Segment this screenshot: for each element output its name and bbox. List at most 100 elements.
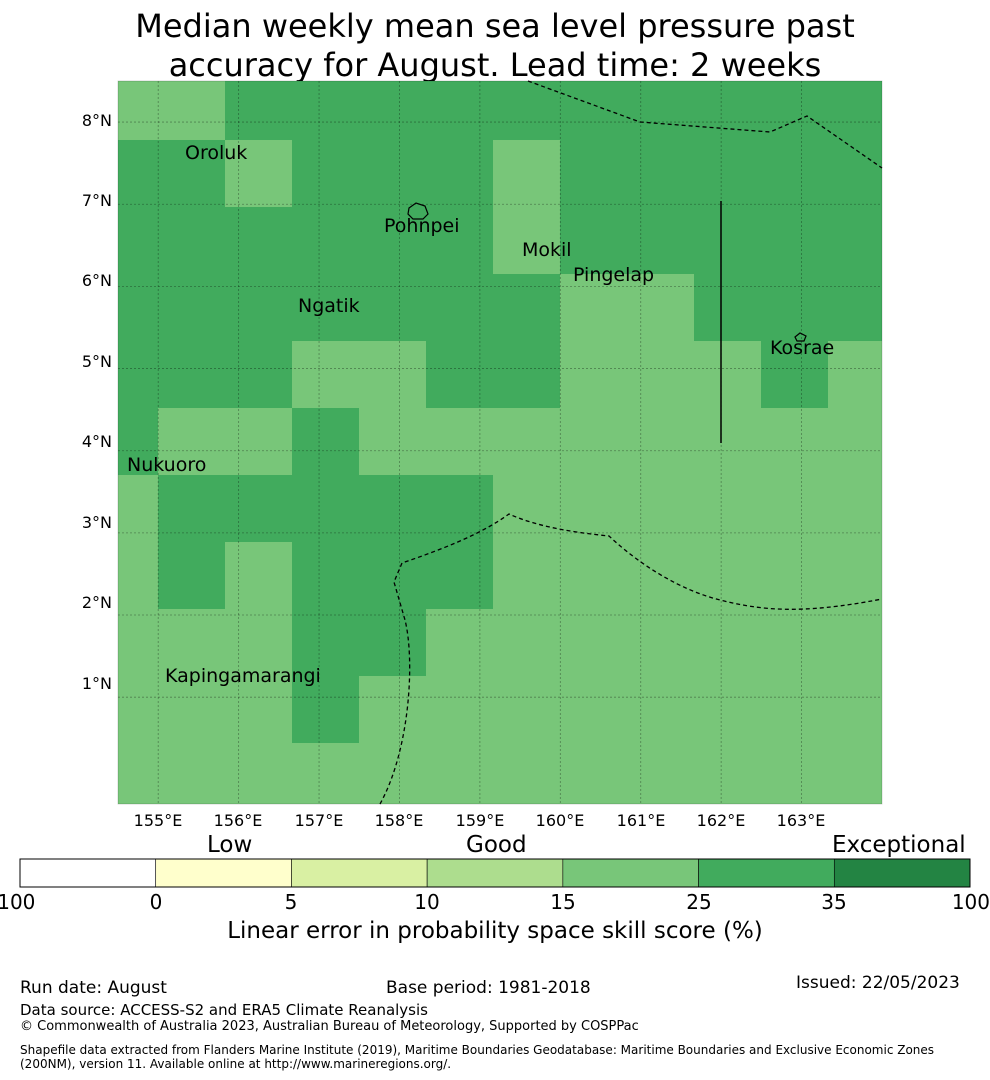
colorbar-label: Linear error in probability space skill … — [0, 918, 990, 944]
skill-cell — [118, 274, 158, 341]
skill-cell — [761, 81, 828, 140]
shapefile-credit-2: (200NM), version 11. Available online at… — [20, 1057, 451, 1071]
colorbar — [20, 859, 970, 887]
skill-cell — [292, 207, 359, 274]
skill-cell — [359, 475, 426, 542]
skill-cell — [560, 81, 627, 140]
place-label-nukuoro: Nukuoro — [127, 454, 206, 476]
shapefile-credit-1: Shapefile data extracted from Flanders M… — [20, 1043, 934, 1057]
colorbar-band — [156, 859, 292, 887]
skill-cell — [627, 81, 694, 140]
skill-cell — [493, 341, 560, 408]
colorbar-band — [834, 859, 970, 887]
y-tick-label: 5°N — [60, 352, 112, 371]
place-label-ngatik: Ngatik — [298, 295, 360, 317]
y-tick-label: 6°N — [60, 271, 112, 290]
skill-cell — [292, 140, 359, 207]
skill-cell — [493, 81, 560, 140]
category-good: Good — [466, 832, 527, 858]
skill-cell — [225, 81, 292, 140]
run-date: Run date: August — [20, 978, 167, 998]
skill-cell — [359, 542, 426, 609]
place-label-oroluk: Oroluk — [185, 142, 247, 164]
skill-cell — [694, 207, 761, 274]
skill-cell — [292, 542, 359, 609]
copyright: © Commonwealth of Australia 2023, Austra… — [20, 1019, 639, 1034]
skill-cell — [694, 274, 761, 341]
skill-cell — [761, 207, 828, 274]
skill-cell — [828, 274, 882, 341]
place-label-kapingamarangi: Kapingamarangi — [165, 665, 321, 687]
skill-cell — [426, 81, 493, 140]
y-tick-label: 2°N — [60, 593, 112, 612]
colorbar-tick: 100 — [930, 890, 990, 914]
skill-cell — [292, 475, 359, 542]
place-label-kosrae: Kosrae — [770, 337, 834, 359]
place-label-mokil: Mokil — [522, 239, 572, 261]
colorbar-band — [699, 859, 835, 887]
colorbar-tick: 0 — [126, 890, 186, 914]
skill-cell — [359, 140, 426, 207]
skill-cell — [426, 274, 493, 341]
x-tick-label: 161°E — [601, 811, 681, 830]
skill-cell — [359, 81, 426, 140]
colorbar-tick: -100 — [0, 890, 50, 914]
skill-cell — [118, 341, 158, 408]
place-label-pohnpei: Pohnpei — [384, 215, 460, 237]
skill-cell — [292, 408, 359, 475]
y-tick-label: 7°N — [60, 191, 112, 210]
skill-cell — [158, 207, 225, 274]
x-tick-label: 155°E — [118, 811, 198, 830]
skill-cell — [828, 207, 882, 274]
data-source: Data source: ACCESS-S2 and ERA5 Climate … — [20, 1001, 428, 1019]
category-low: Low — [207, 832, 252, 858]
skill-cell — [761, 140, 828, 207]
skill-cell — [359, 609, 426, 676]
colorbar-band — [563, 859, 699, 887]
skill-cell — [158, 274, 225, 341]
skill-cell — [694, 81, 761, 140]
colorbar-band — [427, 859, 563, 887]
colorbar-band — [291, 859, 427, 887]
x-tick-label: 158°E — [359, 811, 439, 830]
colorbar-tick: 5 — [261, 890, 321, 914]
category-exceptional: Exceptional — [832, 832, 966, 858]
y-tick-label: 8°N — [60, 111, 112, 130]
skill-cell — [118, 140, 158, 207]
x-tick-label: 157°E — [279, 811, 359, 830]
x-tick-label: 163°E — [761, 811, 841, 830]
skill-cell — [493, 274, 560, 341]
base-period: Base period: 1981-2018 — [386, 978, 591, 998]
x-tick-label: 162°E — [681, 811, 761, 830]
colorbar-tick: 15 — [533, 890, 593, 914]
x-tick-label: 156°E — [198, 811, 278, 830]
skill-cell — [225, 207, 292, 274]
skill-cell — [292, 81, 359, 140]
y-tick-label: 3°N — [60, 513, 112, 532]
skill-cell — [225, 341, 292, 408]
colorbar-tick: 35 — [804, 890, 864, 914]
skill-cell — [158, 341, 225, 408]
skill-cell — [426, 542, 493, 609]
colorbar-tick: 25 — [669, 890, 729, 914]
skill-cell — [426, 140, 493, 207]
y-tick-label: 4°N — [60, 432, 112, 451]
skill-cell — [828, 140, 882, 207]
x-tick-label: 159°E — [440, 811, 520, 830]
skill-cell — [158, 542, 225, 609]
skill-cell — [426, 341, 493, 408]
skill-cell — [426, 475, 493, 542]
skill-cell — [560, 140, 627, 207]
x-tick-label: 160°E — [520, 811, 600, 830]
skill-cells — [118, 81, 882, 804]
colorbar-band — [20, 859, 156, 887]
colorbar-tick: 10 — [397, 890, 457, 914]
skill-cell — [359, 274, 426, 341]
skill-cell — [828, 81, 882, 140]
skill-cell — [627, 140, 694, 207]
y-tick-label: 1°N — [60, 674, 112, 693]
skill-cell — [118, 207, 158, 274]
skill-cell — [158, 475, 225, 542]
issued-date: Issued: 22/05/2023 — [796, 973, 960, 993]
skill-cell — [694, 140, 761, 207]
